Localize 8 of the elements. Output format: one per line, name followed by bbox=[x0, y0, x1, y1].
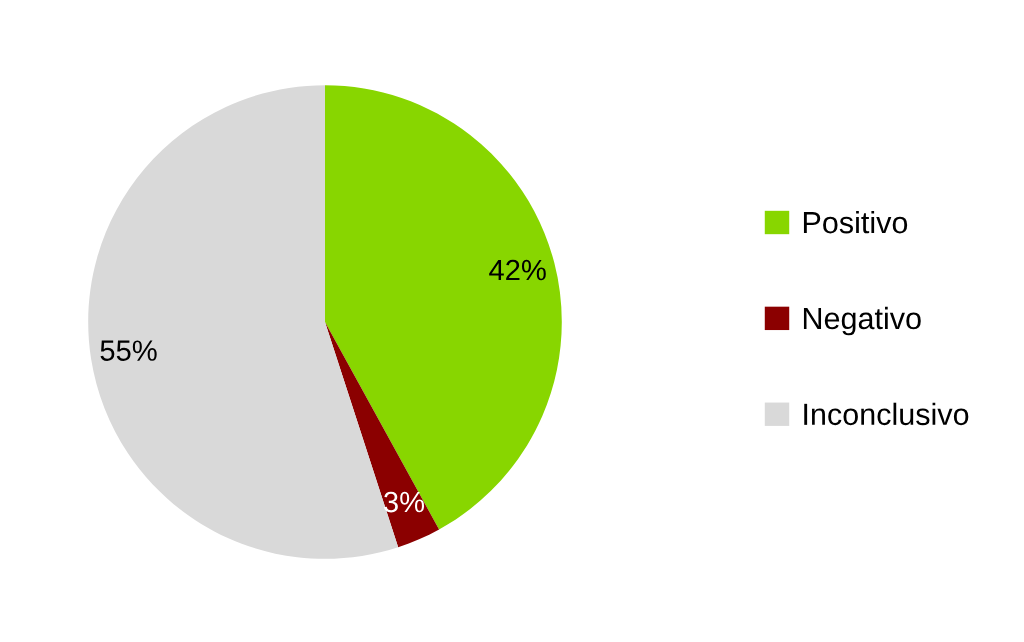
pie-slice bbox=[325, 322, 440, 548]
legend-label: Inconclusivo bbox=[804, 402, 969, 426]
legend-label: Positivo bbox=[803, 210, 908, 234]
pie-slice bbox=[325, 85, 562, 530]
data-label: 42% bbox=[489, 259, 546, 281]
data-label: 3% bbox=[384, 491, 425, 513]
data-label: 55% bbox=[100, 340, 157, 361]
legend-label: Negativo bbox=[803, 306, 921, 336]
